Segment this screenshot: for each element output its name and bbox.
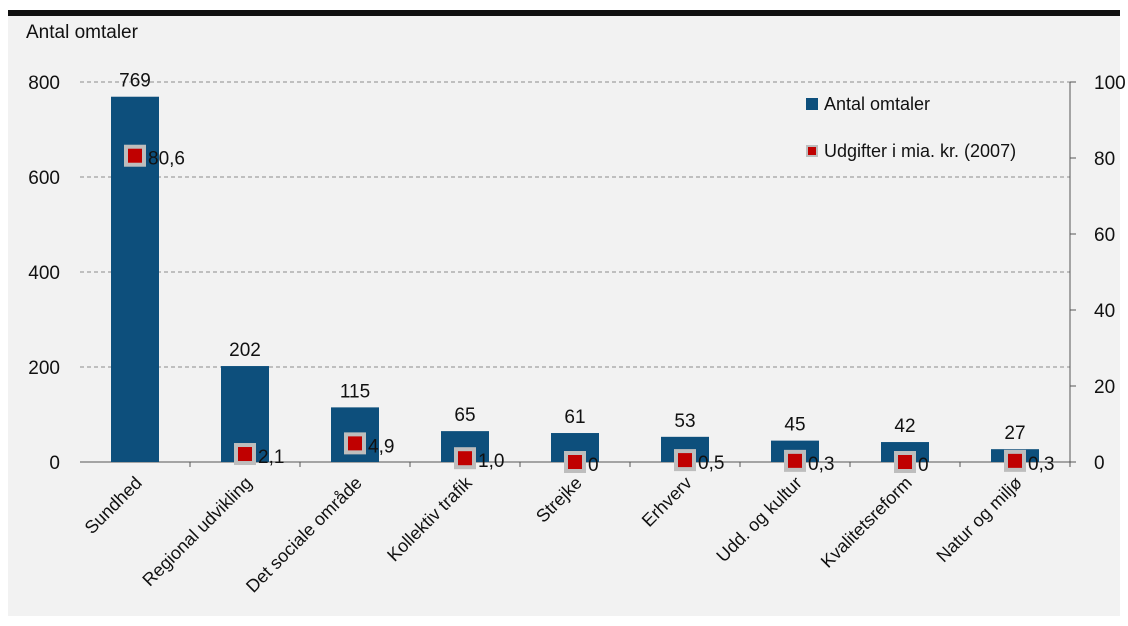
y-tick-right: 60 [1094,225,1115,246]
bar-value-label: 202 [229,340,261,361]
category-label: Erhverv [638,473,696,531]
y-tick-right: 100 [1094,73,1126,94]
marker-value-label: 1,0 [478,451,504,472]
marker-value-label: 0,5 [698,453,724,474]
y-tick-right: 80 [1094,149,1115,170]
y-tick-left: 0 [49,453,60,474]
bar-value-label: 42 [894,416,915,437]
legend-swatch-bars [806,98,818,110]
marker [348,436,362,451]
axis-tick-labels: 0 200 400 600 800 0 20 40 60 80 100 [28,73,1125,474]
y-axis-title: Antal omtaler [26,22,139,43]
marker-value-label: 4,9 [368,436,394,457]
y-tick-right: 0 [1094,453,1105,474]
category-label: Det sociale område [242,473,366,597]
marker-value-label: 0 [918,455,929,476]
legend-label-bars: Antal omtaler [824,94,930,114]
bar-value-label: 769 [119,71,151,92]
y-tick-right: 20 [1094,377,1115,398]
marker [458,451,472,466]
marker-value-label: 2,1 [258,447,284,468]
y-tick-left: 200 [28,358,60,379]
bar-value-label: 61 [564,407,585,428]
y-tick-left: 800 [28,73,60,94]
category-label: Natur og miljø [932,473,1025,566]
gridlines [80,81,1070,368]
bar-series-antal-omtaler: 769 202 115 65 61 53 45 42 27 [111,71,1039,462]
chart-frame [8,10,1120,616]
marker [788,453,802,468]
bar-value-label: 45 [784,415,805,436]
marker [238,447,252,462]
marker [898,455,912,469]
category-label: Sundhed [81,473,146,538]
bar-value-label: 65 [454,405,475,426]
bar-value-label: 53 [674,411,695,432]
bar-value-label: 115 [340,381,370,402]
marker-value-label: 0,3 [808,454,834,475]
bar-value-label: 27 [1004,423,1025,444]
marker [128,148,142,163]
marker [568,455,582,469]
marker [678,453,692,468]
marker-value-label: 0,3 [1028,454,1054,475]
category-label: Udd. og kultur [712,473,805,566]
legend-swatch-markers [808,147,816,155]
category-label: Kollektiv trafik [383,472,476,565]
marker [1008,453,1022,468]
legend: Antal omtaler Udgifter i mia. kr. (2007) [806,94,1016,161]
category-label: Kvalitetsreform [817,473,916,572]
marker-value-label: 0 [588,455,599,476]
marker-value-label: 80,6 [148,149,185,170]
y-tick-left: 600 [28,168,60,189]
category-label: Regional udvikling [138,473,255,590]
legend-label-markers: Udgifter i mia. kr. (2007) [824,141,1016,161]
marker-series-udgifter: 80,6 2,1 4,9 1,0 0 0,5 0,3 0 0,3 [124,144,1054,476]
y-tick-left: 400 [28,263,60,284]
category-label: Strejke [532,473,586,527]
y-tick-right: 40 [1094,301,1115,322]
